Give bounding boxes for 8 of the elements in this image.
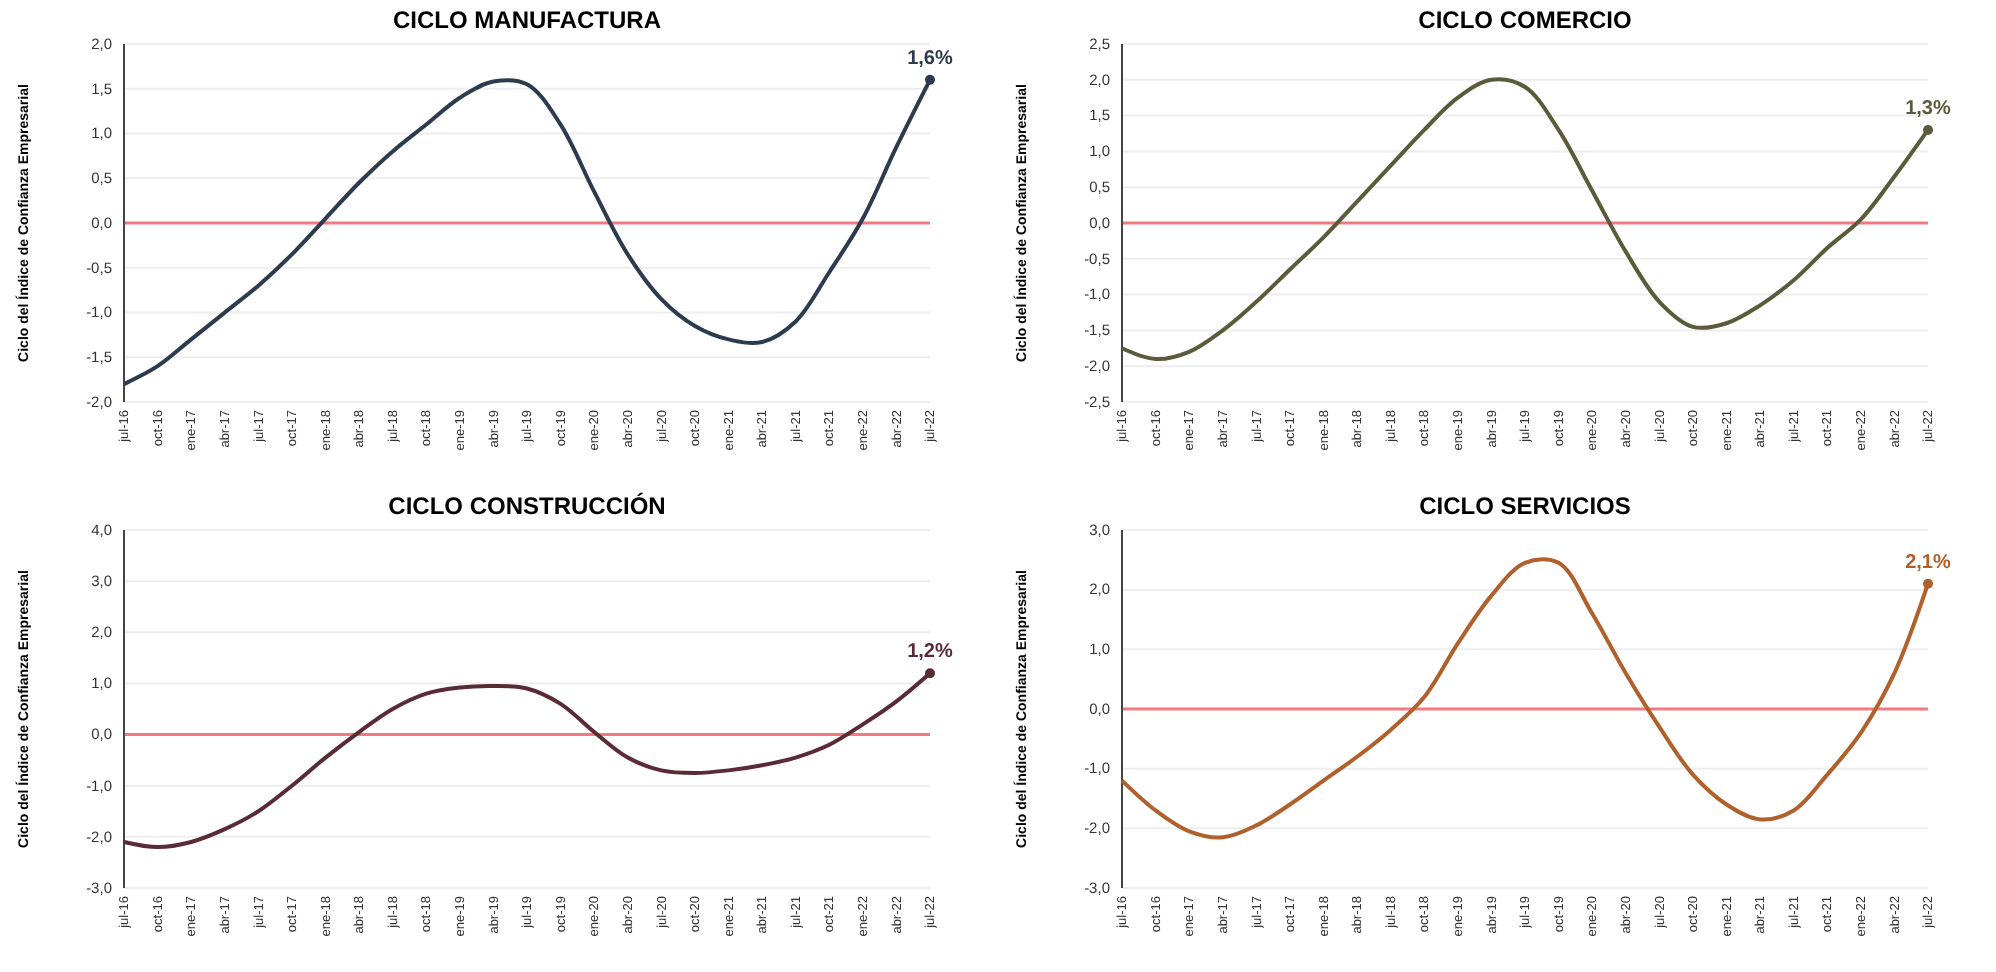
annotation: 1,3% <box>1905 97 1952 120</box>
chart-title: CICLO MANUFACTURA <box>393 6 662 34</box>
annotation: 1,6% <box>907 47 954 70</box>
chart-title: CICLO SERVICIOS <box>1419 492 1631 520</box>
annotation: 2,1% <box>1905 551 1952 574</box>
chart-title: CICLO COMERCIO <box>1418 6 1632 34</box>
chart-title: CICLO CONSTRUCCIÓN <box>388 492 666 520</box>
annotation: 1,2% <box>907 641 954 664</box>
